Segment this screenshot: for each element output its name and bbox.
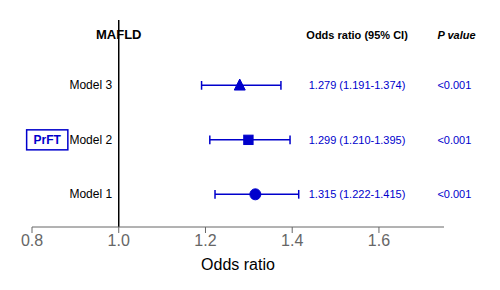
svg-text:MAFLD: MAFLD: [96, 27, 142, 42]
svg-text:1.279 (1.191-1.374): 1.279 (1.191-1.374): [309, 79, 406, 91]
svg-text:Model 1: Model 1: [69, 187, 112, 201]
svg-text:P value: P value: [437, 29, 475, 41]
svg-text:Odds ratio: Odds ratio: [201, 256, 275, 273]
svg-text:1.2: 1.2: [194, 232, 216, 249]
svg-text:<0.001: <0.001: [437, 79, 471, 91]
svg-text:0.8: 0.8: [21, 232, 43, 249]
svg-text:1.315 (1.222-1.415): 1.315 (1.222-1.415): [309, 188, 406, 200]
svg-text:Model 3: Model 3: [69, 78, 112, 92]
svg-text:1.299 (1.210-1.395): 1.299 (1.210-1.395): [309, 134, 406, 146]
svg-text:1.0: 1.0: [108, 232, 130, 249]
svg-text:Model 2: Model 2: [69, 133, 112, 147]
svg-text:1.6: 1.6: [368, 232, 390, 249]
svg-text:<0.001: <0.001: [437, 188, 471, 200]
svg-text:1.4: 1.4: [281, 232, 303, 249]
svg-text:Odds ratio (95% CI): Odds ratio (95% CI): [306, 29, 408, 41]
svg-text:<0.001: <0.001: [437, 134, 471, 146]
svg-text:PrFT: PrFT: [34, 133, 62, 147]
